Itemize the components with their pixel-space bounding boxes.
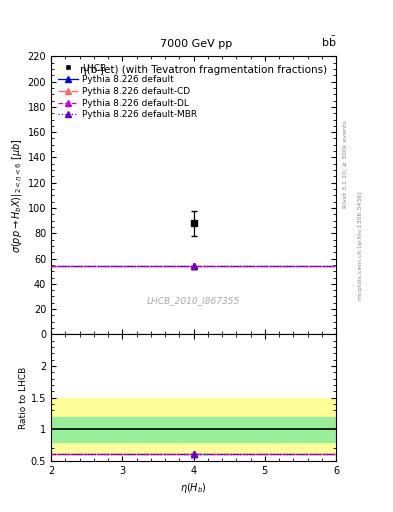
Text: Rivet 3.1.10, ≥ 300k events: Rivet 3.1.10, ≥ 300k events xyxy=(343,120,348,208)
Bar xyxy=(51,417,336,442)
Text: 7000 GeV pp: 7000 GeV pp xyxy=(160,38,233,49)
Y-axis label: Ratio to LHCB: Ratio to LHCB xyxy=(19,367,28,429)
Legend: LHCB, Pythia 8.226 default, Pythia 8.226 default-CD, Pythia 8.226 default-DL, Py: LHCB, Pythia 8.226 default, Pythia 8.226… xyxy=(55,61,200,122)
X-axis label: $\eta(H_b)$: $\eta(H_b)$ xyxy=(180,481,207,495)
Text: η(b-jet) (with Tevatron fragmentation fractions): η(b-jet) (with Tevatron fragmentation fr… xyxy=(80,65,327,75)
Text: LHCB_2010_I867355: LHCB_2010_I867355 xyxy=(147,296,240,306)
Text: b$\bar{\rm b}$: b$\bar{\rm b}$ xyxy=(321,34,336,49)
Y-axis label: $\sigma(pp \rightarrow H_b X)|_{2<\eta<6}\ [\mu b]$: $\sigma(pp \rightarrow H_b X)|_{2<\eta<6… xyxy=(11,138,25,253)
Text: mcplots.cern.ch [arXiv:1306.3436]: mcplots.cern.ch [arXiv:1306.3436] xyxy=(358,191,363,300)
Bar xyxy=(51,398,336,455)
